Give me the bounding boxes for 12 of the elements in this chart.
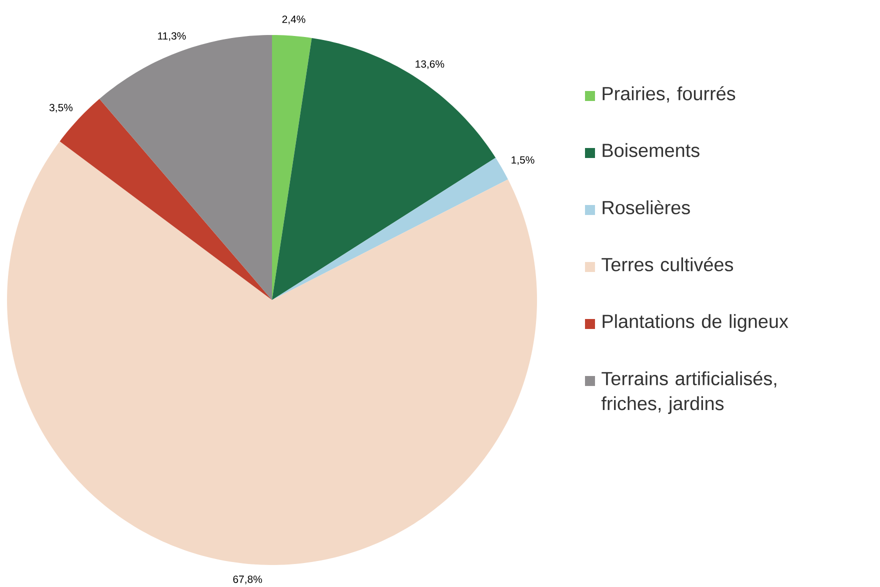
data-label: 11,3%: [158, 32, 186, 41]
legend-label: Roselières: [602, 200, 690, 214]
legend-label: Boisements: [602, 143, 700, 158]
legend-label: Prairies, fourrés: [602, 86, 736, 103]
data-label: 13,6%: [416, 60, 444, 69]
legend-label: Plantations de ligneux: [602, 314, 788, 332]
data-label: 67,8%: [233, 576, 262, 584]
data-label: 2,4%: [282, 16, 306, 24]
data-label: 3,5%: [49, 104, 73, 113]
legend-label: Terres cultivées: [602, 257, 734, 272]
data-label: 1,5%: [512, 156, 534, 165]
legend-label: Terrains artificialisés, friches, jardins: [601, 371, 776, 414]
